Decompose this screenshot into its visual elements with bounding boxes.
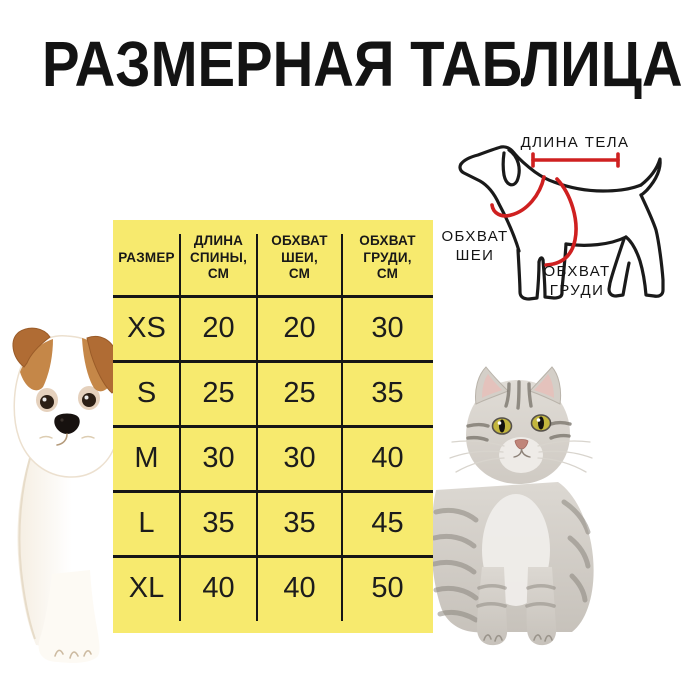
size-table: РАЗМЕР ДЛИНА СПИНЫ, СМ ОБХВАТ ШЕИ, СМ ОБХВА… bbox=[113, 220, 433, 633]
table-divider bbox=[113, 424, 433, 428]
table-divider bbox=[179, 234, 181, 621]
size-table-value-cell: 30 bbox=[202, 442, 235, 474]
cat-photo bbox=[431, 366, 594, 646]
size-table-value-cell: 35 bbox=[202, 507, 235, 539]
dog-measurement-diagram bbox=[458, 145, 665, 301]
size-table-header-cell: ОБХВАТ ГРУДИ, СМ bbox=[359, 233, 416, 282]
size-table-size-cell: S bbox=[136, 377, 157, 409]
size-table-header-cell: ОБХВАТ ШЕИ, СМ bbox=[271, 233, 328, 282]
size-table-value-cell: 20 bbox=[202, 312, 235, 344]
size-table-value-cell: 20 bbox=[283, 312, 316, 344]
size-table-size-cell: XS bbox=[127, 312, 166, 344]
size-table-value-cell: 35 bbox=[371, 377, 404, 409]
size-table-value-cell: 40 bbox=[371, 442, 404, 474]
size-table-value-cell: 25 bbox=[283, 377, 316, 409]
size-table-header-cell: ДЛИНА СПИНЫ, СМ bbox=[189, 233, 248, 282]
size-table-value-cell: 45 bbox=[371, 507, 404, 539]
table-divider bbox=[113, 359, 433, 363]
table-divider bbox=[113, 489, 433, 493]
chest-girth-label: ОБХВАТ ГРУДИ bbox=[543, 263, 611, 299]
size-table-value-cell: 40 bbox=[202, 572, 235, 604]
size-table-size-cell: L bbox=[138, 507, 155, 539]
dog-photo bbox=[12, 327, 127, 663]
page-title: РАЗМЕРНАЯ ТАБЛИЦА bbox=[42, 28, 683, 100]
table-divider bbox=[113, 554, 433, 558]
body-length-label: ДЛИНА ТЕЛА bbox=[520, 134, 630, 151]
size-table-size-cell: XL bbox=[128, 572, 165, 604]
size-table-value-cell: 40 bbox=[283, 572, 316, 604]
table-divider bbox=[256, 234, 258, 621]
table-divider bbox=[113, 294, 433, 298]
table-divider bbox=[341, 234, 343, 621]
size-table-value-cell: 35 bbox=[283, 507, 316, 539]
size-table-value-cell: 30 bbox=[371, 312, 404, 344]
size-table-size-cell: M bbox=[134, 442, 159, 474]
size-table-grid: РАЗМЕР ДЛИНА СПИНЫ, СМ ОБХВАТ ШЕИ, СМ ОБХВА… bbox=[113, 220, 433, 621]
size-table-header-cell: РАЗМЕР bbox=[118, 249, 175, 265]
size-table-value-cell: 50 bbox=[371, 572, 404, 604]
size-table-value-cell: 30 bbox=[283, 442, 316, 474]
neck-girth-label: ОБХВАТ ШЕИ bbox=[441, 228, 509, 264]
size-table-value-cell: 25 bbox=[202, 377, 235, 409]
